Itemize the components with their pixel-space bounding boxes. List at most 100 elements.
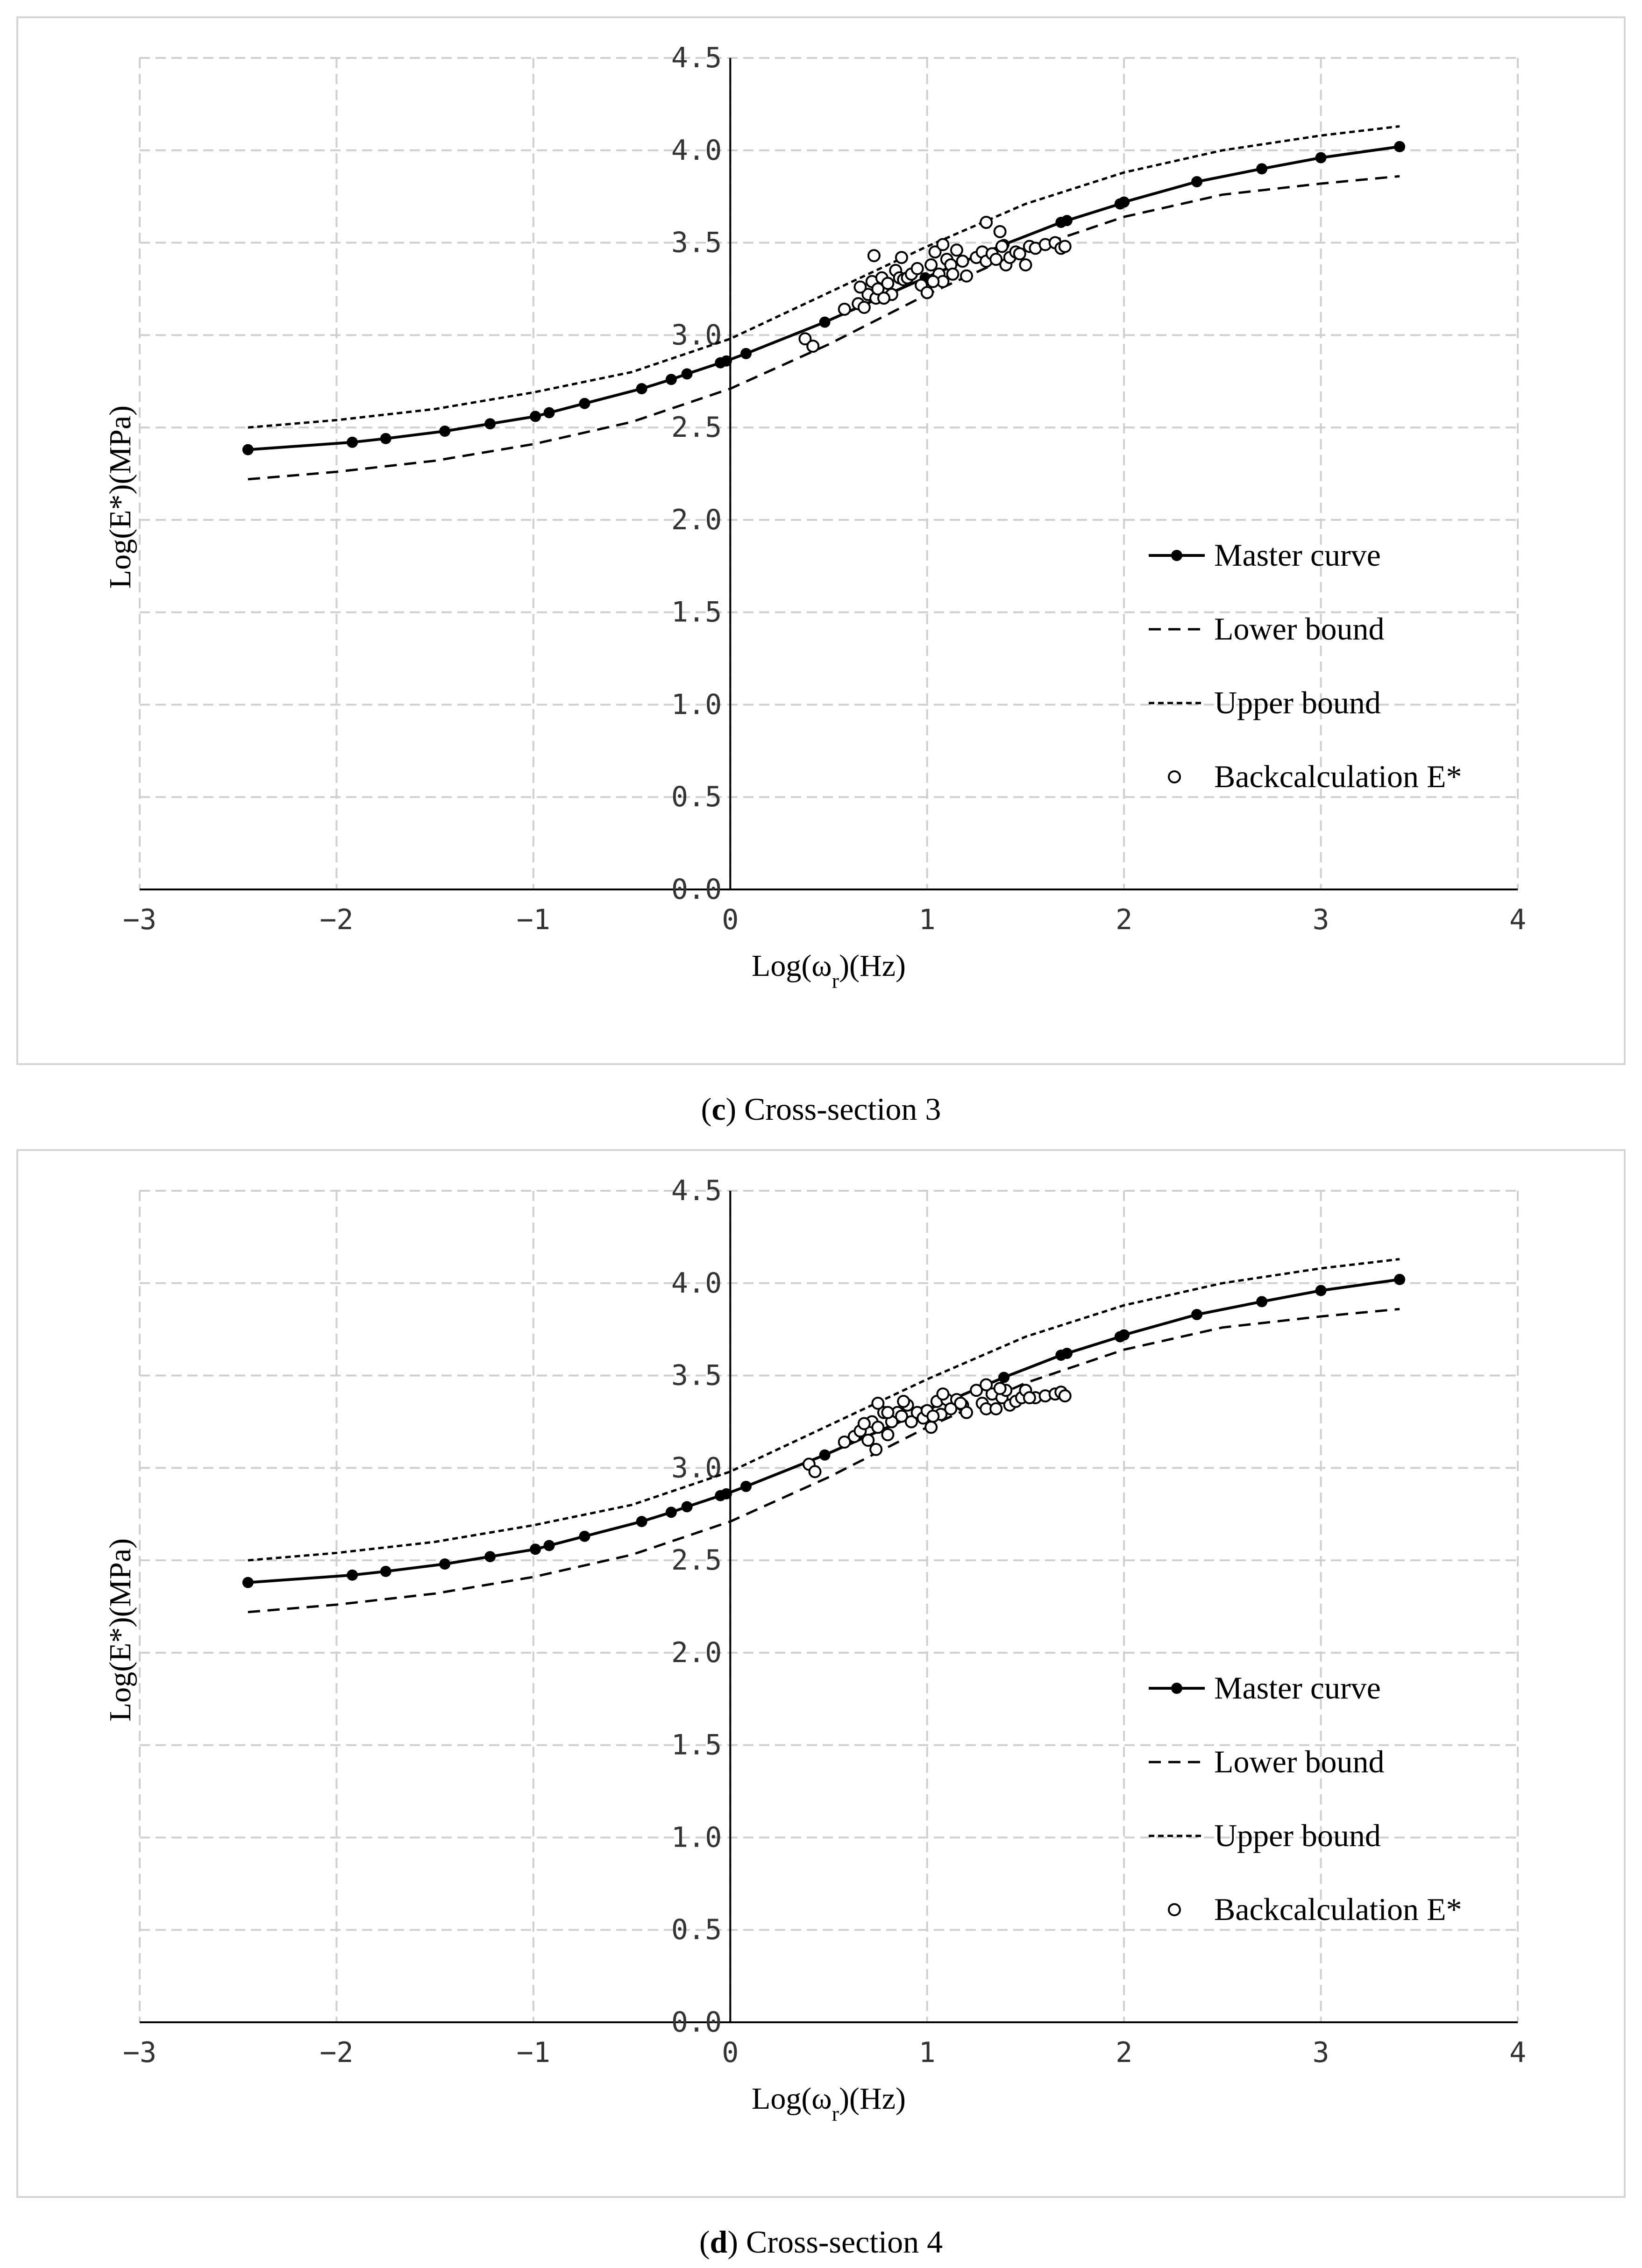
chart1-series-backcalculation-e--point [871, 1396, 885, 1410]
chart1-series-backcalculation-e--point [960, 1406, 973, 1419]
chart1-x-axis-title-sub: r [832, 2102, 839, 2126]
chart0-y-tick-label: 2.5 [671, 411, 722, 444]
chart0-series-master-curve-point [665, 374, 677, 385]
chart1-series-backcalculation-e--point [838, 1435, 851, 1449]
chart1-legend-upper-bound-label: Upper bound [1214, 1818, 1381, 1853]
chart0-series-master-curve-point [1118, 196, 1130, 208]
chart1-y-tick-label: 0.5 [671, 1913, 722, 1946]
chart1-x-tick-label: 1 [919, 2036, 936, 2069]
chart1-y-tick-label: 1.0 [671, 1821, 722, 1854]
chart0-series-master-curve-point [1061, 215, 1073, 227]
chart0-series-backcalculation-e--point [910, 262, 924, 275]
chart1-x-tick-label: 0 [722, 2036, 739, 2069]
chart1-y-tick-label: 2.0 [671, 1636, 722, 1669]
chart0-y-tick-label: 4.0 [671, 134, 722, 167]
chart0-y-tick-label: 3.5 [671, 227, 722, 259]
chart1-series-backcalculation-e--point [944, 1402, 958, 1415]
chart0-series-master-curve-point [1394, 141, 1406, 152]
chart1-series-master-curve-point [242, 1577, 254, 1588]
chart0-series-lower-bound-line [248, 175, 1400, 481]
chart0-series-backcalculation-e--point [989, 253, 1003, 266]
chart0-series-backcalculation-e--point [1019, 258, 1032, 272]
chart1-y-tick-label: 3.0 [671, 1451, 722, 1484]
caption-c: (c) Cross-section 3 [701, 1091, 941, 1127]
chart0-x-axis-title-suffix: )(Hz) [839, 949, 906, 983]
chart1-legend-backcalculation-e--label: Backcalculation E* [1214, 1891, 1462, 1927]
chart1-x-axis-title-suffix: )(Hz) [839, 2082, 906, 2116]
chart-c-svg: −3 −2 −1 0 1 2 3 4 0.0 0.5 1.0 1.5 2.0 2.5 3.0 3.5 4.0 4.… [103, 42, 1526, 993]
chart1-series-lower-bound-line [248, 1308, 1400, 1614]
chart1-series-backcalculation-e--point [993, 1382, 1007, 1395]
chart0-x-tick-label: 2 [1116, 903, 1132, 936]
chart1-series-master-curve-point [819, 1449, 831, 1461]
chart1-series-backcalculation-e--point [808, 1465, 822, 1479]
chart-panel-d: −3 −2 −1 0 1 2 3 4 0.0 0.5 1.0 1.5 2.0 2.5 3.0 3.5 4.0 4.… [16, 1149, 1626, 2198]
chart1-series-backcalculation-e--point [954, 1396, 967, 1410]
chart-panel-c: −3 −2 −1 0 1 2 3 4 0.0 0.5 1.0 1.5 2.0 2.5 3.0 3.5 4.0 4.… [16, 16, 1626, 1065]
chart0-legend-lower-bound-label: Lower bound [1214, 611, 1384, 647]
chart1-series-master-curve-point [530, 1543, 541, 1555]
chart1-series-master-curve-point [1256, 1296, 1268, 1308]
chart1-legend-backcalculation-e--symbol [1168, 1903, 1181, 1916]
chart0-series-master-curve-point [439, 426, 451, 437]
chart0-series-backcalculation-e--point [853, 280, 867, 294]
chart1-x-tick-label: 4 [1509, 2036, 1526, 2069]
chart0-legend-backcalculation-e--label: Backcalculation E* [1214, 759, 1462, 794]
chart0-series-backcalculation-e--point [806, 340, 820, 353]
chart0-series-backcalculation-e--point [895, 251, 908, 264]
chart0-series-backcalculation-e--point [871, 282, 885, 296]
chart0-series-backcalculation-e--point [956, 255, 969, 268]
chart0-y-tick-label: 0.5 [671, 781, 722, 813]
chart0-series-master-curve-point [720, 355, 732, 367]
chart1-series-upper-bound-line [248, 1258, 1400, 1562]
chart0-legend-upper-bound-label: Upper bound [1214, 685, 1381, 720]
chart1-series-backcalculation-e--point [989, 1402, 1003, 1415]
chart0-series-master-curve-point [1256, 163, 1268, 175]
chart0-y-tick-label: 0.0 [671, 873, 722, 906]
chart0-x-tick-label: −3 [123, 903, 156, 936]
chart1-series-master-curve-point [484, 1551, 496, 1563]
chart0-legend-master-curve-label: Master curve [1214, 537, 1381, 573]
chart1-series-backcalculation-e--point [1058, 1389, 1072, 1403]
chart1-legend-lower-bound-label: Lower bound [1214, 1744, 1384, 1779]
chart1-series-backcalculation-e--point [980, 1378, 993, 1392]
chart0-series-backcalculation-e--point [798, 332, 812, 346]
chart1-series-master-curve-point [998, 1372, 1010, 1383]
chart1-y-axis-title: Log(E*)(MPa) [103, 1538, 137, 1721]
chart0-series-master-curve-point [380, 433, 391, 444]
chart0-series-upper-bound-line [248, 125, 1400, 429]
chart0-y-tick-label: 3.0 [671, 319, 722, 351]
chart0-x-axis-title-sub: r [832, 969, 839, 993]
chart0-series-master-curve-point [484, 418, 496, 430]
chart0-series-master-curve-point [819, 316, 831, 328]
chart0-series-backcalculation-e--point [946, 267, 960, 281]
chart0-series-master-curve-line [248, 145, 1400, 451]
chart1-series-master-curve-point [1118, 1329, 1130, 1341]
chart1-series-backcalculation-e--point [897, 1394, 910, 1408]
chart1-series-master-curve-line [248, 1278, 1400, 1584]
chart1-x-tick-label: −1 [517, 2036, 550, 2069]
chart0-series-master-curve-point [1315, 152, 1327, 164]
chart1-x-tick-label: 3 [1313, 2036, 1329, 2069]
chart1-series-master-curve-point [636, 1516, 647, 1528]
caption-d: (d) Cross-section 4 [699, 2224, 943, 2260]
chart1-series-master-curve-point [740, 1480, 752, 1492]
chart1-series-master-curve-point [720, 1488, 732, 1500]
chart1-x-tick-label: −3 [123, 2036, 156, 2069]
chart0-x-tick-label: 1 [919, 903, 936, 936]
chart1-series-master-curve-point [681, 1501, 693, 1513]
chart1-series-master-curve-point [1061, 1348, 1073, 1359]
chart1-series-master-curve-point [579, 1530, 590, 1542]
chart0-legend-backcalculation-e--symbol [1168, 770, 1181, 783]
chart0-series-backcalculation-e--point [877, 291, 890, 305]
chart0-x-tick-label: 3 [1313, 903, 1329, 936]
chart0-series-master-curve-point [242, 444, 254, 455]
chart0-y-tick-label: 1.0 [671, 688, 722, 721]
chart0-series-backcalculation-e--point [867, 249, 881, 263]
chart0-series-master-curve-point [530, 411, 541, 422]
chart1-series-master-curve-point [1191, 1309, 1203, 1321]
chart1-series-backcalculation-e--point [895, 1409, 908, 1423]
chart0-series-backcalculation-e--point [928, 245, 942, 259]
chart0-series-backcalculation-e--point [1013, 247, 1026, 261]
chart1-series-backcalculation-e--point [970, 1384, 983, 1397]
